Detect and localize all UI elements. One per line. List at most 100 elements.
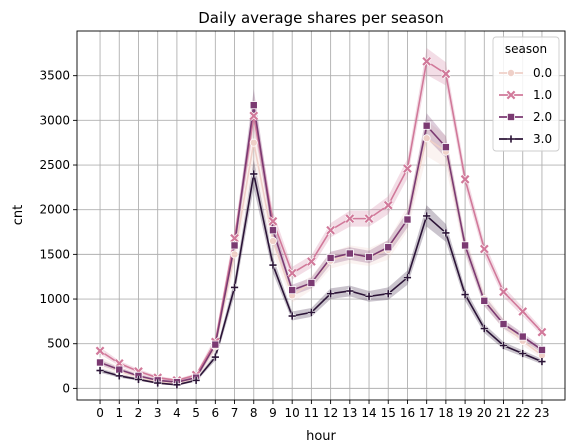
data-point (192, 376, 200, 384)
data-point (345, 249, 354, 258)
legend-entry-label: 3.0 (533, 132, 552, 146)
data-point (537, 345, 546, 354)
x-tick-label: 22 (515, 406, 530, 420)
data-point (421, 56, 432, 67)
data-point (364, 213, 374, 224)
y-tick-label: 3500 (39, 69, 70, 83)
data-point (268, 216, 278, 227)
legend: season 0.0 1.0 2.0 3.0 (492, 36, 560, 152)
y-tick-label: 3000 (39, 113, 70, 127)
chart-title: Daily average shares per season (198, 9, 443, 27)
x-tick-label: 2 (135, 406, 143, 420)
data-point (537, 327, 547, 337)
data-point (402, 163, 413, 174)
y-axis-label: cnt (11, 205, 26, 225)
data-point (307, 308, 315, 317)
x-tick-label: 12 (323, 406, 338, 420)
data-point (325, 225, 336, 236)
plot-frame (76, 30, 566, 401)
data-point (403, 273, 412, 282)
legend-marker (506, 113, 515, 122)
legend-marker (506, 90, 516, 100)
data-point (441, 143, 450, 152)
legend-marker (507, 135, 515, 143)
data-point (288, 286, 297, 295)
data-point (115, 365, 124, 374)
data-point (306, 256, 317, 267)
data-point (287, 268, 298, 279)
data-point (211, 340, 220, 349)
data-point (518, 332, 527, 341)
x-tick-label: 4 (173, 406, 181, 420)
plot-background (77, 31, 565, 400)
x-tick-label: 23 (534, 406, 549, 420)
data-point (422, 134, 431, 143)
data-point (229, 233, 240, 244)
x-tick-label: 21 (496, 406, 511, 420)
data-point (519, 349, 527, 358)
data-point (480, 324, 488, 333)
data-point (479, 244, 490, 254)
data-point (327, 290, 335, 298)
data-point (115, 372, 123, 380)
data-point (423, 212, 431, 220)
data-point (211, 353, 219, 361)
data-point (498, 287, 509, 297)
x-axis-label: hour (306, 429, 336, 444)
y-axis-ticks: 0 500 1000 1500 2000 2500 3000 3500 (39, 69, 77, 395)
x-tick-label: 10 (285, 406, 300, 420)
x-tick-label: 17 (419, 406, 434, 420)
data-point (250, 170, 258, 178)
y-tick-label: 2000 (39, 203, 70, 217)
x-tick-label: 6 (212, 406, 220, 420)
legend-entry-label: 1.0 (533, 88, 552, 102)
data-point (538, 357, 546, 366)
x-tick-label: 19 (457, 406, 472, 420)
data-point (230, 241, 239, 250)
data-point (365, 292, 373, 300)
data-point (403, 215, 412, 224)
x-tick-label: 1 (115, 406, 123, 420)
x-tick-label: 5 (192, 406, 200, 420)
legend-title: season (505, 42, 547, 56)
data-point (307, 278, 316, 287)
plot-area (76, 30, 566, 401)
data-point (268, 226, 277, 235)
legend-marker (506, 69, 515, 78)
x-tick-label: 20 (477, 406, 492, 420)
x-tick-label: 9 (269, 406, 277, 420)
data-point (248, 111, 259, 121)
y-tick-label: 1000 (39, 292, 70, 306)
data-point (517, 306, 528, 317)
data-point (346, 287, 354, 295)
x-tick-label: 0 (96, 406, 104, 420)
data-point (365, 253, 374, 262)
data-point (230, 283, 239, 292)
data-point (499, 320, 508, 329)
x-tick-label: 11 (304, 406, 319, 420)
data-point (326, 253, 335, 262)
x-tick-label: 15 (381, 406, 396, 420)
x-tick-label: 14 (361, 406, 376, 420)
data-point (460, 174, 470, 185)
legend-entry-label: 2.0 (533, 110, 552, 124)
confidence-band-season-3 (100, 159, 542, 386)
x-tick-label: 18 (438, 406, 453, 420)
legend-entry-label: 0.0 (533, 66, 552, 80)
data-point (230, 250, 239, 259)
data-point (96, 366, 104, 375)
x-tick-label: 16 (400, 406, 415, 420)
legend-box (492, 36, 560, 152)
data-point (461, 241, 470, 250)
data-point (95, 345, 105, 356)
x-tick-label: 8 (250, 406, 258, 420)
data-point (384, 243, 393, 252)
data-point (422, 121, 431, 130)
confidence-bands (100, 47, 542, 386)
series-markers (95, 56, 547, 389)
data-point (442, 229, 450, 237)
data-point (384, 290, 392, 298)
data-point (288, 312, 296, 320)
x-tick-label: 13 (342, 406, 357, 420)
